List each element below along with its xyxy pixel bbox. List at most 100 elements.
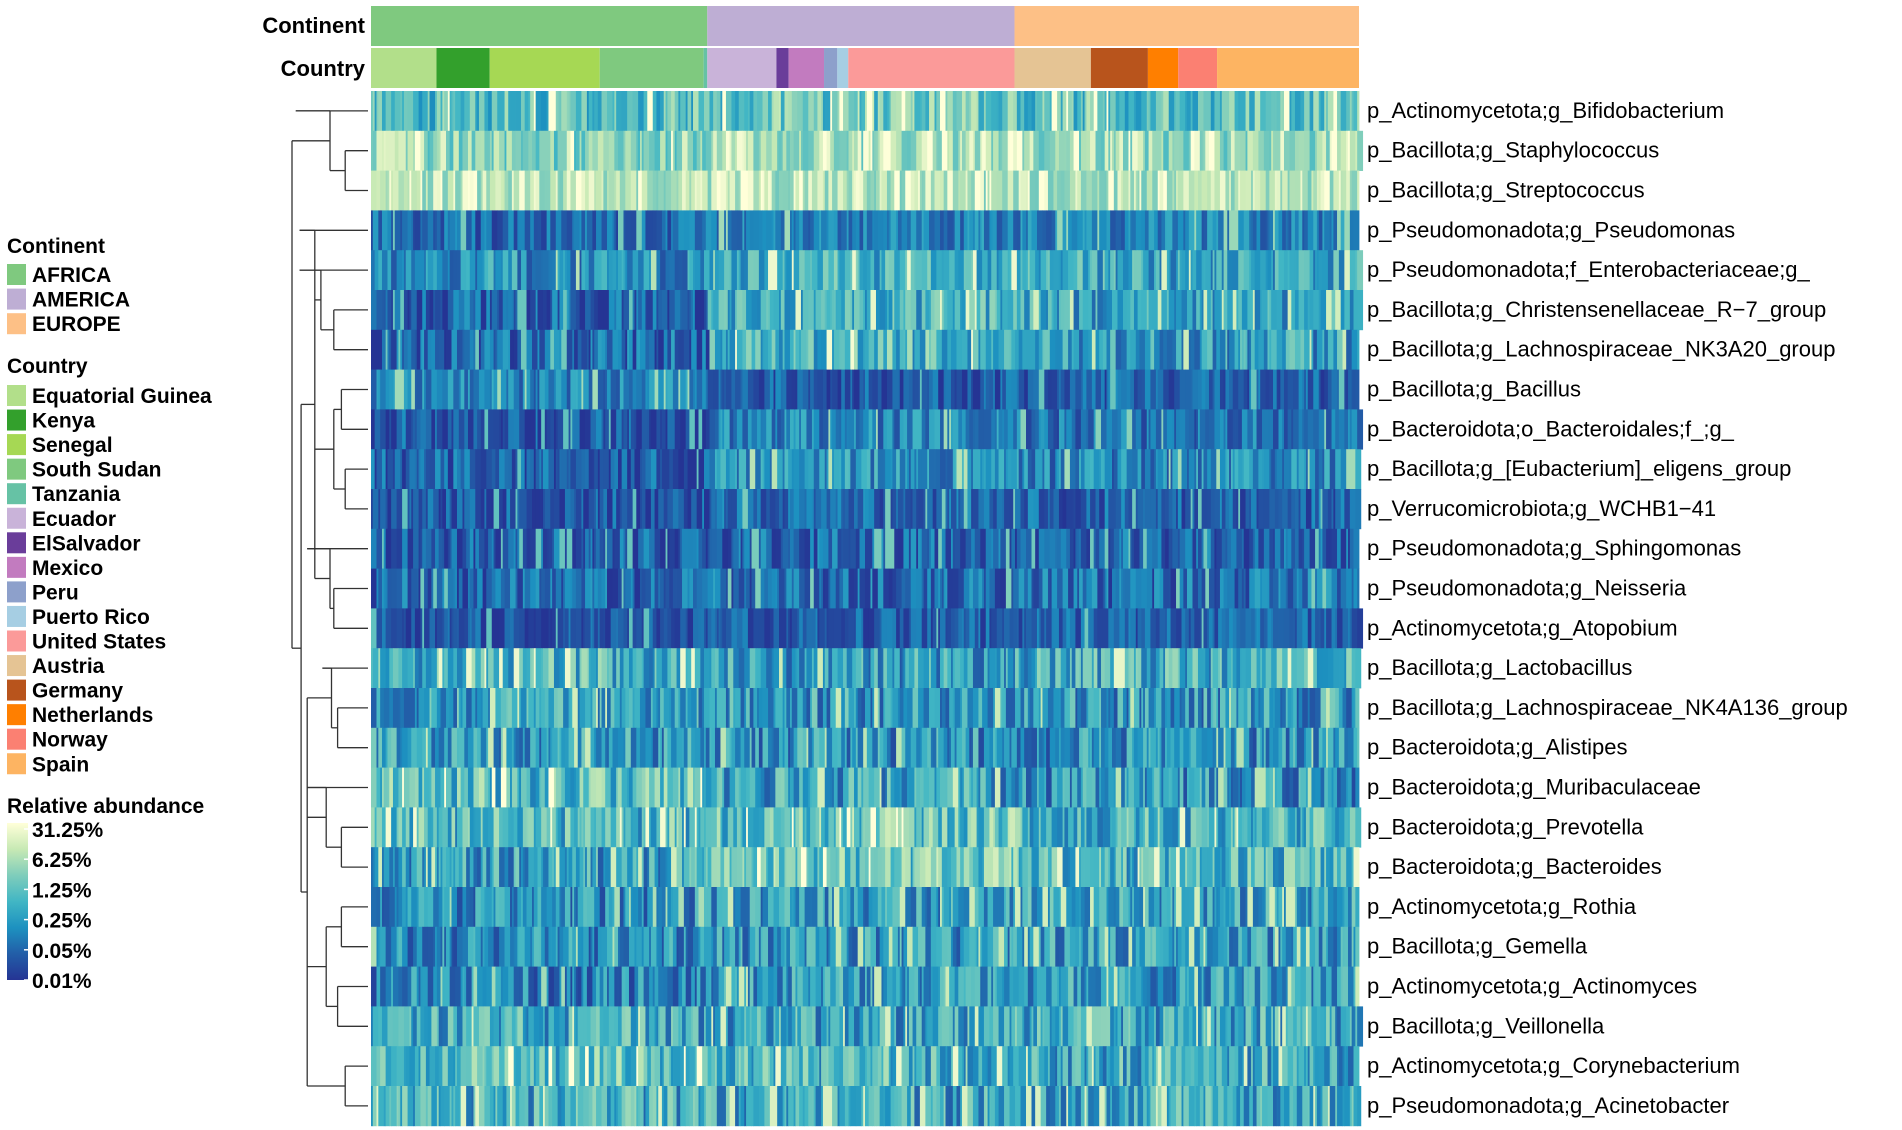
heatmap-cell <box>795 290 802 331</box>
heatmap-cell <box>865 290 868 331</box>
heatmap-cell <box>811 489 815 530</box>
heatmap-cell <box>460 449 465 490</box>
heatmap-cell <box>1106 130 1109 171</box>
heatmap-cell <box>1298 210 1303 251</box>
heatmap-cell <box>844 329 851 370</box>
heatmap-cell <box>449 250 454 291</box>
heatmap-cell <box>466 250 471 291</box>
heatmap-cell <box>1137 727 1144 768</box>
heatmap-cell <box>989 290 996 331</box>
heatmap-cell <box>396 329 399 370</box>
heatmap-cell <box>541 449 544 490</box>
heatmap-cell <box>753 250 760 291</box>
heatmap-cell <box>660 91 665 132</box>
heatmap-cell <box>612 528 615 569</box>
heatmap-cell <box>832 329 835 370</box>
heatmap-cell <box>910 290 917 331</box>
heatmap-cell <box>779 727 784 768</box>
heatmap-cell <box>579 688 586 729</box>
heatmap-cell <box>1036 91 1043 132</box>
heatmap-cell <box>563 290 568 331</box>
heatmap-cell <box>1015 489 1021 530</box>
heatmap-cell <box>581 329 588 370</box>
heatmap-cell <box>1225 290 1228 331</box>
heatmap-cell <box>848 688 855 729</box>
heatmap-cell <box>1302 648 1305 689</box>
heatmap-cell <box>471 688 476 729</box>
heatmap-cell <box>914 91 921 132</box>
heatmap-cell <box>1031 409 1036 450</box>
heatmap-cell <box>663 369 666 410</box>
heatmap-cell <box>522 528 527 569</box>
heatmap-cell <box>1219 568 1225 609</box>
heatmap-cell <box>861 688 866 729</box>
heatmap-cell <box>391 807 398 848</box>
heatmap-cell <box>1108 369 1111 410</box>
heatmap-cell <box>857 727 864 768</box>
heatmap-cell <box>755 568 762 609</box>
heatmap-cell <box>1304 210 1309 251</box>
heatmap-cell <box>1155 727 1159 768</box>
heatmap-cell <box>495 767 502 808</box>
heatmap-cell <box>1309 528 1316 569</box>
heatmap-cell <box>1201 130 1204 171</box>
heatmap-cell <box>402 91 405 132</box>
heatmap-cell <box>879 170 882 211</box>
heatmap-cell <box>456 807 463 848</box>
heatmap-cell <box>453 369 460 410</box>
heatmap-cell <box>409 449 416 490</box>
heatmap-cell <box>1353 290 1358 331</box>
heatmap-cell <box>654 648 657 689</box>
heatmap-cell <box>616 250 619 291</box>
heatmap-cell <box>1038 727 1043 768</box>
heatmap-cell <box>857 568 860 609</box>
heatmap-cell <box>548 608 551 649</box>
heatmap-cell <box>665 250 670 291</box>
heatmap-cell <box>616 807 621 848</box>
heatmap-cell <box>586 648 590 689</box>
heatmap-cell <box>941 130 948 171</box>
heatmap-cell <box>958 130 961 171</box>
heatmap-cell <box>1002 688 1007 729</box>
heatmap-cell <box>890 130 897 171</box>
heatmap-cell <box>1203 91 1206 132</box>
heatmap-cell <box>1240 91 1246 132</box>
heatmap-cell <box>1249 91 1256 132</box>
heatmap-cell <box>791 369 796 410</box>
heatmap-cell <box>489 767 493 808</box>
heatmap-cell <box>1294 608 1298 649</box>
heatmap-cell <box>972 250 978 291</box>
heatmap-cell <box>762 210 767 251</box>
heatmap-cell <box>724 767 731 808</box>
heatmap-cell <box>678 91 681 132</box>
heatmap-cell <box>491 489 494 530</box>
heatmap-cell <box>722 608 727 649</box>
heatmap-cell <box>575 767 580 808</box>
heatmap-cell <box>586 91 590 132</box>
heatmap-cell <box>1329 688 1336 729</box>
heatmap-cell <box>905 568 912 609</box>
heatmap-cell <box>791 688 798 729</box>
heatmap-cell <box>693 369 696 410</box>
heatmap-cell <box>411 568 418 609</box>
heatmap-cell <box>839 91 844 132</box>
heatmap-cell <box>1159 727 1162 768</box>
heatmap-cell <box>506 688 509 729</box>
heatmap-cell <box>402 250 405 291</box>
heatmap-cell <box>557 409 564 450</box>
heatmap-cell <box>947 648 952 689</box>
heatmap-cell <box>504 449 509 490</box>
heatmap-cell <box>499 449 505 490</box>
heatmap-cell <box>758 369 765 410</box>
heatmap-cell <box>1082 369 1087 410</box>
heatmap-cell <box>1344 489 1351 530</box>
heatmap-cell <box>1079 449 1082 490</box>
heatmap-cell <box>950 329 957 370</box>
heatmap-cell <box>1197 91 1204 132</box>
heatmap-cell <box>447 648 454 689</box>
heatmap-cell <box>1223 290 1226 331</box>
heatmap-cell <box>998 449 1005 490</box>
heatmap-cell <box>1042 449 1045 490</box>
heatmap-cell <box>709 489 712 530</box>
heatmap-cell <box>535 727 540 768</box>
